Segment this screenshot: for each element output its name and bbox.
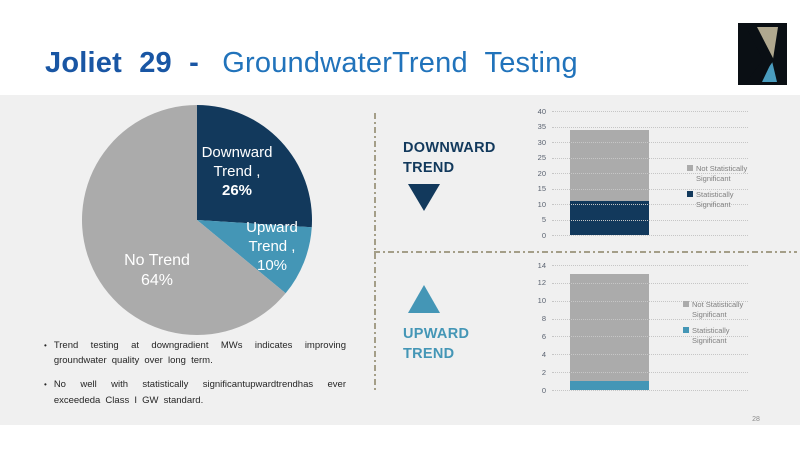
y-axis-tick-label: 5 <box>541 215 546 224</box>
bullet-list: • Trend testing at downgradient MWs indi… <box>44 338 346 417</box>
bar-segment-statistically-significant <box>570 200 649 235</box>
y-axis-tick-label: 20 <box>537 168 546 178</box>
gridline <box>552 354 748 356</box>
pie-label-percent: 26% <box>221 181 253 199</box>
bullet-icon: • <box>44 380 47 390</box>
legend-label: Not Statistically Significant <box>692 300 744 320</box>
legend-label: Not Statistically Significant <box>696 164 748 184</box>
gridline <box>552 173 748 174</box>
page-title-rest: GroundwaterTrend Testing <box>222 47 578 79</box>
page-title-prefix: Joliet 29 - <box>45 47 199 79</box>
chart-legend: Not Statistically Significant Statistical… <box>687 164 759 217</box>
gridline <box>552 219 748 221</box>
downward-trend-label: DOWNWARD TREND <box>403 139 496 178</box>
downward-trend-label-line1: DOWNWARD <box>403 140 496 156</box>
pie-label-percent: 10% <box>256 256 288 274</box>
pie-label-line: Trend , <box>248 237 296 255</box>
pie-label-downward-trend: Downward Trend , 26% <box>202 144 273 200</box>
pie-label-no-trend: No Trend 64% <box>124 251 190 291</box>
bar-segment-not-statistically-significant <box>570 273 649 382</box>
upward-trend-bar-chart: 0 2 4 6 8 10 12 14 Not Statistically Significan… <box>505 258 800 403</box>
page-number: 28 <box>752 416 760 423</box>
pie-label-upward-trend: Upward Trend , 10% <box>246 219 298 275</box>
pie-slice-no-trend <box>81 105 286 335</box>
gridline <box>552 300 748 302</box>
company-logo <box>738 23 787 85</box>
legend-item: Statistically Significant <box>683 326 755 346</box>
y-axis-tick-label: 0 <box>541 385 546 395</box>
y-axis-tick-label: 15 <box>537 184 546 193</box>
bullet-icon: • <box>44 341 47 350</box>
page-title: Joliet 29 - GroundwaterTrend Testing <box>45 47 578 80</box>
plot-area: 0 5 10 15 20 25 30 35 40 <box>538 107 748 240</box>
legend-swatch-icon <box>687 191 693 198</box>
bar-segment-not-statistically-significant <box>570 129 649 201</box>
bar-segment-statistically-significant <box>570 381 649 390</box>
legend-swatch-icon <box>683 301 689 307</box>
logo-blue-chevron-icon <box>762 61 777 82</box>
legend-item: Statistically Significant <box>687 190 759 210</box>
pie-label-percent: 64% <box>140 272 174 289</box>
pie-chart-svg <box>81 105 312 335</box>
legend-swatch-icon <box>687 165 693 171</box>
upward-trend-label: UPWARD TREND <box>403 325 469 364</box>
plot-area: 0 2 4 6 8 10 12 14 <box>538 261 748 395</box>
gridline <box>552 390 748 391</box>
bullet-text: No well with statistically significantup… <box>53 379 346 406</box>
y-axis-tick-label: 10 <box>537 199 546 209</box>
y-axis-tick-label: 6 <box>541 331 546 341</box>
bullet-text: Trend testing at downgradient MWs indica… <box>53 340 346 367</box>
trend-pie-chart: Downward Trend , 26% Upward Trend , 10% … <box>72 95 322 345</box>
y-axis-tick-label: 35 <box>537 122 546 131</box>
legend-item: Not Statistically Significant <box>683 300 755 320</box>
pie-label-line: No Trend <box>124 252 190 269</box>
gridline <box>552 126 748 128</box>
gridline <box>552 372 748 374</box>
upward-trend-label-line2: TREND <box>403 345 455 362</box>
legend-item: Not Statistically Significant <box>687 164 759 184</box>
y-axis-tick-label: 8 <box>541 314 546 324</box>
y-axis-tick-label: 40 <box>537 106 546 116</box>
pie-slice-upward-trend <box>197 220 312 294</box>
gridline <box>552 336 748 338</box>
stacked-bar <box>570 265 649 390</box>
gridline <box>552 282 748 284</box>
legend-label: Statistically Significant <box>696 190 734 210</box>
gridline <box>552 265 748 266</box>
gridline <box>552 111 748 112</box>
y-axis-tick-label: 14 <box>537 260 546 270</box>
gridline <box>552 188 748 190</box>
downward-trend-bar-chart: 0 5 10 15 20 25 30 35 40 Not Statistically Signi… <box>505 104 800 249</box>
downward-trend-label-line2: TREND <box>403 159 455 176</box>
pie-slice-downward-trend <box>197 105 312 228</box>
y-axis-tick-label: 30 <box>537 137 546 147</box>
horizontal-divider <box>374 251 797 253</box>
pie-label-line: Downward <box>201 143 273 161</box>
logo-black-chevron-icon <box>746 27 774 82</box>
y-axis-tick-label: 10 <box>537 296 546 306</box>
bullet-item: • No well with statistically significant… <box>44 377 346 407</box>
pie-label-line: Trend , <box>213 162 261 180</box>
down-triangle-icon <box>408 184 440 211</box>
gridline <box>552 142 748 143</box>
up-triangle-icon <box>408 285 440 313</box>
gridline <box>552 157 748 159</box>
gridline <box>552 235 748 236</box>
gridline <box>552 318 748 320</box>
y-axis-tick-label: 25 <box>537 153 546 162</box>
pie-label-line: Upward <box>246 218 298 236</box>
legend-swatch-icon <box>683 327 689 334</box>
legend-label: Statistically Significant <box>692 326 730 346</box>
y-axis-tick-label: 0 <box>541 230 546 240</box>
y-axis-tick-label: 12 <box>537 278 546 288</box>
chart-legend: Not Statistically Significant Statistical… <box>683 300 755 353</box>
gridline <box>552 204 748 205</box>
bullet-item: • Trend testing at downgradient MWs indi… <box>44 338 346 368</box>
y-axis-tick-label: 4 <box>541 349 546 359</box>
upward-trend-label-line1: UPWARD <box>403 326 470 342</box>
y-axis-tick-label: 2 <box>541 367 546 377</box>
